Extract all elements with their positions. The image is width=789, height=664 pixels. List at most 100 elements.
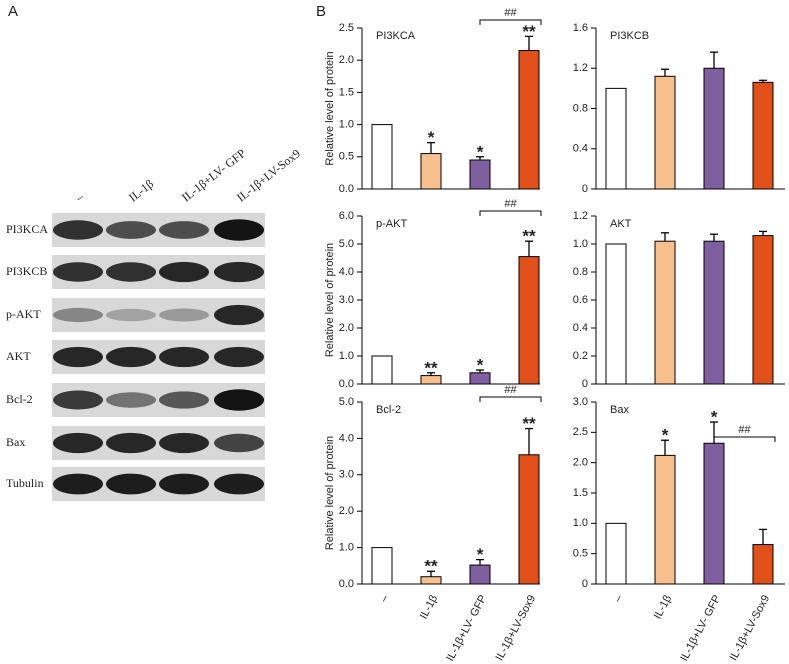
row-label: Bax [6,435,25,449]
bracket [479,396,542,402]
y-tick-label: 2.0 [339,322,354,334]
y-tick-label: 3.0 [339,469,354,481]
y-tick-label: 1.2 [573,62,588,74]
y-tick-label: 0.2 [573,350,588,362]
bar [420,576,442,585]
blot-band [214,304,264,326]
bar [518,454,540,585]
y-tick-label: 6.0 [339,210,354,222]
row-label: Bcl-2 [6,392,33,406]
bar [752,81,774,190]
bracket-label: ## [738,424,751,436]
bar [703,442,725,585]
blot-band [53,390,103,410]
bar [703,67,725,190]
bar [371,124,393,190]
y-tick-label: 0.0 [339,378,354,390]
y-tick-label: 0.4 [573,143,588,155]
y-tick-label: 0.0 [339,183,354,195]
chart-title: PI3KCA [376,30,416,42]
y-tick-label: 1.0 [339,350,354,362]
bar [654,75,676,190]
panel-label: A [8,3,18,20]
blot-band [159,261,209,283]
bar [605,243,627,385]
blot-band [106,473,156,495]
y-tick-label: 1.0 [339,119,354,131]
bar [605,87,627,190]
significance: ** [522,227,536,246]
blot-band [53,307,103,323]
significance: * [477,545,484,564]
blot-band [159,308,209,322]
blot-band [159,473,209,495]
significance: * [662,426,669,445]
blot-band [106,346,156,368]
y-tick-label: 2.0 [339,54,354,66]
y-tick-label: 1.0 [339,542,354,554]
y-tick-label: 1.5 [573,487,588,499]
y-tick-label: 0.8 [573,102,588,114]
blot-band [106,221,156,239]
chart-title: PI3KCB [610,30,649,42]
bar [371,355,393,385]
y-tick-label: 5.0 [339,396,354,408]
y-tick-label: 0 [582,378,588,390]
blot-band [214,219,264,241]
bracket [479,19,542,25]
y-tick-label: 2.0 [573,457,588,469]
y-tick-label: 0.5 [339,151,354,163]
row-label: Tubulin [6,476,44,490]
significance: ** [424,557,438,576]
bar [703,240,725,385]
chart-title: Bax [610,404,629,416]
row-label: PI3KCA [6,222,48,236]
bracket-label: ## [504,384,517,396]
bar [420,375,442,385]
y-tick-label: 2.0 [339,505,354,517]
y-tick-label: 0 [582,578,588,590]
significance: * [428,128,435,147]
bar [654,240,676,385]
bar [605,522,627,585]
y-tick-label: 1.2 [573,210,588,222]
blot-band [159,432,209,454]
blot-band [106,262,156,282]
bar [469,159,491,190]
panel-label: B [316,3,326,20]
chart-title: AKT [610,218,632,230]
significance: * [477,355,484,374]
y-tick-label: 0.8 [573,266,588,278]
blot-band [53,473,103,495]
bar [420,153,442,190]
blot-band [53,432,103,454]
blot-band [53,346,103,368]
blot-band [53,262,103,282]
bracket [479,210,542,216]
y-tick-label: 3.0 [339,294,354,306]
y-tick-label: 0 [582,183,588,195]
blot-band [214,473,264,495]
y-tick-label: 0.4 [573,322,588,334]
y-tick-label: 0.5 [573,548,588,560]
significance: * [711,408,718,427]
bar [518,256,540,385]
significance: ** [522,414,536,433]
blot-band [53,220,103,240]
y-tick-label: 1.0 [573,517,588,529]
bar [654,454,676,585]
blot-band [159,221,209,239]
blot-band [214,389,264,411]
row-label: p-AKT [6,307,41,321]
blot-band [106,432,156,454]
y-tick-label: 1.5 [339,86,354,98]
bracket-label: ## [504,7,517,19]
bracket [713,436,776,442]
x-tick-label: – [612,592,626,604]
bar [752,544,774,585]
bar [752,235,774,385]
bar [518,50,540,190]
significance: ** [424,358,438,377]
significance: ** [522,22,536,41]
